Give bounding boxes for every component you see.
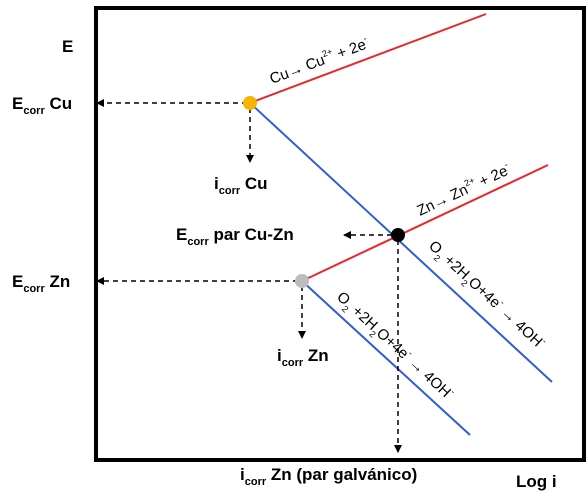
couple-corrosion-point xyxy=(391,228,405,242)
icorr-pair-label: icorr Zn (par galvánico) xyxy=(240,465,417,488)
cu-corrosion-point xyxy=(243,96,257,110)
zn-anodic-line xyxy=(301,164,549,282)
o2-reduction-equation-upper: O2 +2H2O+4e- → 4OH- xyxy=(423,236,549,355)
icorr-cu-label: icorr Cu xyxy=(214,174,268,197)
o2-reduction-line-lower xyxy=(301,280,471,436)
cu-oxidation-equation: Cu→ Cu2+ + 2e- xyxy=(267,33,372,88)
ecorr-cu-label: Ecorr Cu xyxy=(12,94,72,117)
y-axis-label: E xyxy=(62,37,73,56)
o2-reduction-line-upper xyxy=(249,102,553,383)
zn-corrosion-point xyxy=(295,274,309,288)
ecorr-pair-label: Ecorr par Cu-Zn xyxy=(176,225,294,248)
o2-reduction-equation-lower: O2 +2H2O+4e- → 4OH- xyxy=(331,287,457,405)
ecorr-zn-label: Ecorr Zn xyxy=(12,272,70,295)
plot-frame xyxy=(94,6,586,462)
icorr-zn-label: icorr Zn xyxy=(277,346,329,369)
cu-anodic-line xyxy=(249,13,487,104)
x-axis-label: Log i xyxy=(516,472,557,491)
